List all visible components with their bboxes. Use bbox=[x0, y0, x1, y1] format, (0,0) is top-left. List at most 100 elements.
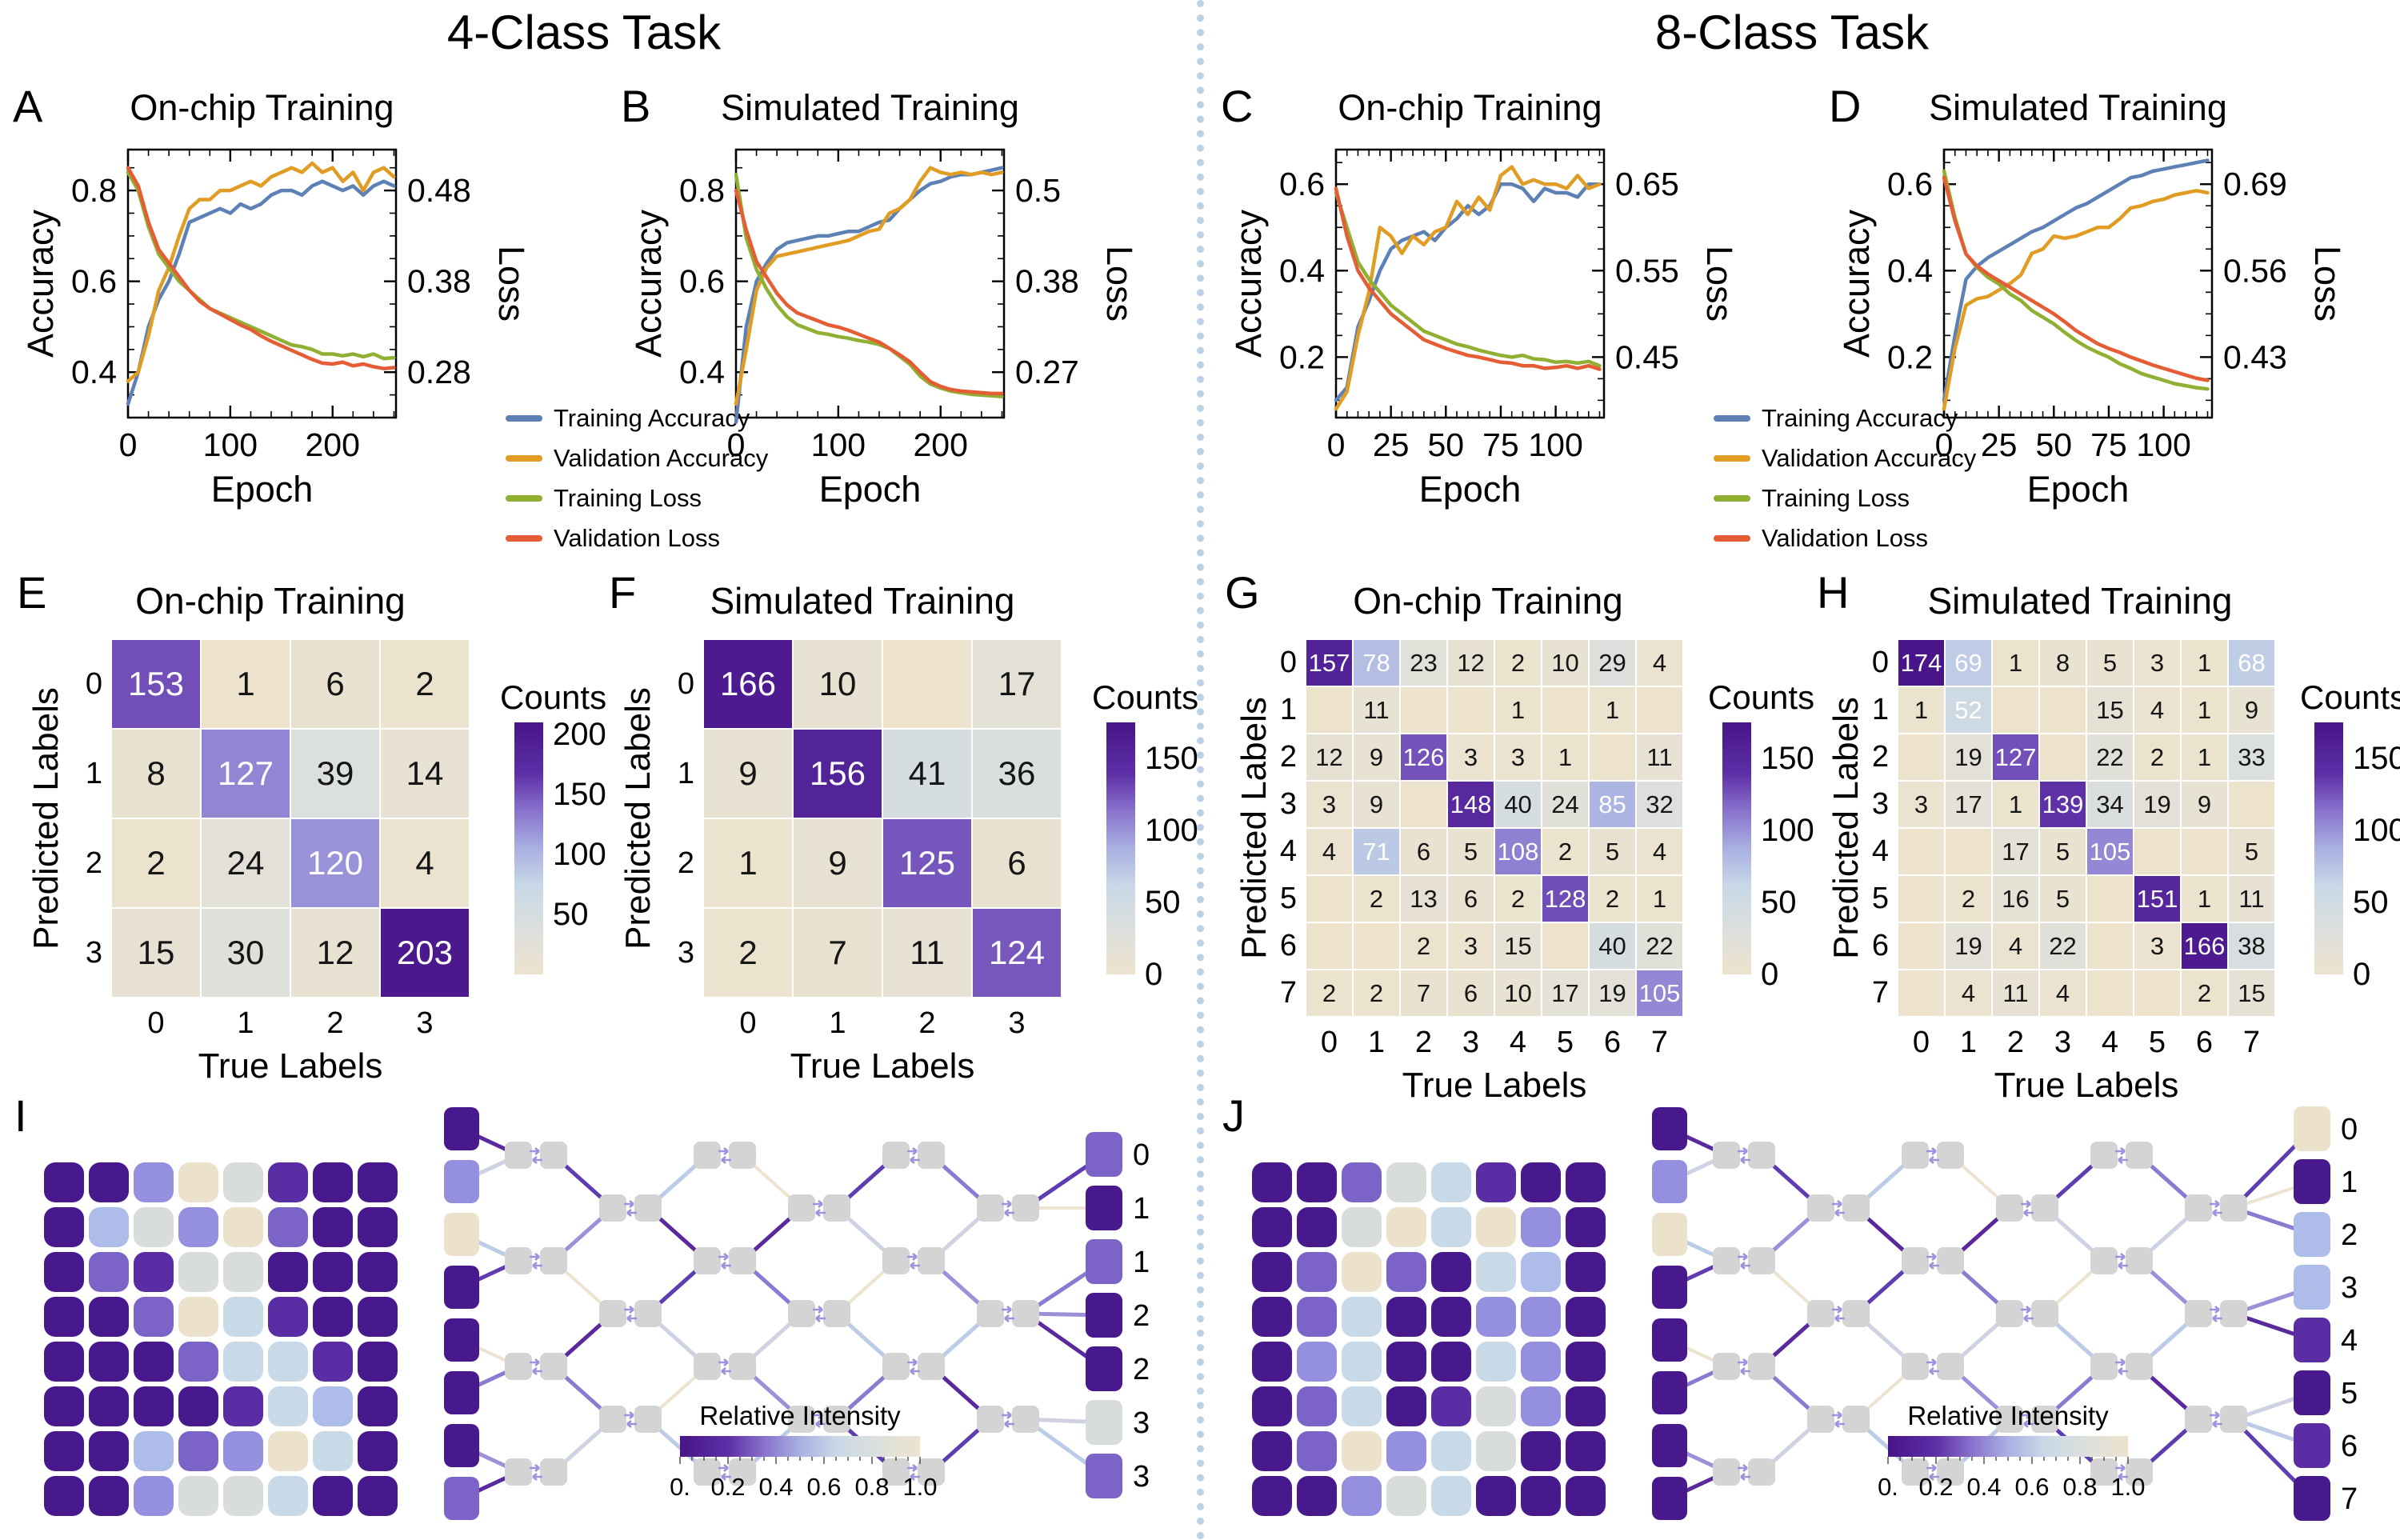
col-label: 1 bbox=[829, 1006, 846, 1040]
pixel-cell bbox=[268, 1207, 308, 1247]
row-label: 6 bbox=[1279, 929, 1297, 962]
confusion-matrix-G: G On-chip Training Predicted Labels 157 78 23… bbox=[1220, 566, 1814, 1105]
matrix-cell: 2 bbox=[1495, 876, 1541, 922]
matrix-cell bbox=[2134, 829, 2180, 874]
arrow-left-icon bbox=[2023, 1314, 2034, 1323]
legend-line-swatch bbox=[1714, 535, 1750, 542]
coupler-node bbox=[2031, 1300, 2058, 1327]
legend-label: Training Loss bbox=[1762, 484, 1910, 512]
output-node bbox=[1086, 1186, 1122, 1230]
arrow-left-icon bbox=[626, 1314, 637, 1323]
row-label: 7 bbox=[1279, 976, 1297, 1010]
matrix-cell: 5 bbox=[2040, 876, 2086, 922]
matrix-cell: 5 bbox=[1448, 829, 1494, 874]
arrow-left-icon bbox=[721, 1472, 731, 1482]
series-validation-loss bbox=[1334, 186, 1602, 371]
coupler-node bbox=[540, 1247, 567, 1274]
arrow-left-icon bbox=[910, 1366, 920, 1376]
x-tick-label: 100 bbox=[2136, 426, 2190, 463]
left-tick-label: 0.6 bbox=[1279, 166, 1325, 202]
matrix-cell: 6 bbox=[291, 640, 379, 728]
colorbar-tick-label: 100 bbox=[553, 837, 606, 872]
arrow-right-icon bbox=[1926, 1358, 1937, 1367]
col-label: 4 bbox=[2101, 1026, 2119, 1059]
coupler-node bbox=[2090, 1353, 2118, 1380]
left-axis-label: Accuracy bbox=[1836, 209, 1877, 358]
pixel-cell bbox=[134, 1207, 174, 1247]
arrow-right-icon bbox=[907, 1358, 918, 1367]
matrix-cell: 1 bbox=[2182, 876, 2227, 922]
x-tick-label: 100 bbox=[811, 426, 866, 463]
x-tick-label: 0 bbox=[1935, 426, 1954, 463]
input-node bbox=[1652, 1477, 1687, 1520]
matrix-cell: 4 bbox=[2134, 687, 2180, 733]
coupler-node bbox=[634, 1194, 662, 1222]
matrix-cell bbox=[1993, 687, 2038, 733]
x-tick-label: 25 bbox=[1373, 426, 1410, 463]
chart-title: Simulated Training bbox=[721, 87, 1019, 128]
matrix-cell: 10 bbox=[794, 640, 882, 728]
pixel-cell bbox=[313, 1207, 353, 1247]
matrix-cell: 2 bbox=[1946, 876, 1991, 922]
pixel-cell bbox=[1476, 1476, 1516, 1516]
pixel-cell bbox=[1521, 1431, 1561, 1471]
intensity-tick-label: 1.0 bbox=[902, 1473, 937, 1501]
coupler-node bbox=[788, 1194, 815, 1222]
input-node bbox=[444, 1266, 479, 1309]
pixel-cell bbox=[1566, 1207, 1606, 1247]
left-tick-label: 0.2 bbox=[1887, 338, 1933, 375]
pixel-cell bbox=[313, 1386, 353, 1426]
arrow-left-icon bbox=[2212, 1314, 2222, 1323]
colorbar-tick-label: 0 bbox=[2353, 957, 2371, 992]
arrow-left-icon bbox=[1834, 1314, 1845, 1323]
colorbar-tick-label: 50 bbox=[1761, 885, 1797, 920]
arrow-right-icon bbox=[2115, 1358, 2126, 1367]
pixel-cell bbox=[178, 1162, 218, 1202]
matrix-cell: 156 bbox=[794, 730, 882, 818]
pixel-cell bbox=[1252, 1342, 1292, 1382]
arrow-right-icon bbox=[1926, 1463, 1937, 1473]
arrow-right-icon bbox=[718, 1146, 729, 1156]
matrix-cell bbox=[2087, 876, 2133, 922]
pixel-cell bbox=[44, 1162, 84, 1202]
coupler-node bbox=[1937, 1142, 1964, 1169]
arrow-left-icon bbox=[2118, 1155, 2128, 1165]
coupler-node bbox=[1937, 1247, 1964, 1274]
matrix-cell: 71 bbox=[1354, 829, 1399, 874]
pixel-cell bbox=[358, 1252, 398, 1292]
pixel-cell bbox=[1431, 1162, 1471, 1202]
input-pixel-grid bbox=[1252, 1162, 1606, 1516]
right-tick-label: 0.45 bbox=[1615, 338, 1679, 375]
row-label: 2 bbox=[85, 846, 102, 880]
legend-item: Validation Loss bbox=[506, 518, 768, 558]
matrix-cell bbox=[1898, 876, 1944, 922]
col-label: 1 bbox=[237, 1006, 254, 1040]
matrix-cell: 1 bbox=[1898, 687, 1944, 733]
matrix-cell: 1 bbox=[704, 819, 792, 907]
col-label: 3 bbox=[1008, 1006, 1026, 1040]
matrix-cell: 5 bbox=[1590, 829, 1635, 874]
pixel-cell bbox=[1386, 1162, 1426, 1202]
pixel-cell bbox=[1386, 1342, 1426, 1382]
coupler-node bbox=[788, 1300, 815, 1327]
arrow-left-icon bbox=[2118, 1366, 2128, 1376]
matrix-cell: 4 bbox=[381, 819, 469, 907]
legend-item: Training Accuracy bbox=[506, 398, 768, 438]
matrix-cell: 11 bbox=[2229, 876, 2274, 922]
pixel-cell bbox=[1252, 1297, 1292, 1337]
matrix-cell bbox=[1898, 734, 1944, 780]
legend-label: Validation Loss bbox=[554, 524, 720, 552]
pixel-cell bbox=[1521, 1342, 1561, 1382]
pixel-cell bbox=[358, 1297, 398, 1337]
row-label: 3 bbox=[1279, 787, 1297, 821]
pixel-cell bbox=[1476, 1431, 1516, 1471]
x-tick-label: 75 bbox=[2090, 426, 2127, 463]
matrix-cell: 151 bbox=[2134, 876, 2180, 922]
output-node bbox=[2294, 1318, 2330, 1362]
col-label: 3 bbox=[1462, 1026, 1480, 1059]
matrix-title: Simulated Training bbox=[710, 580, 1015, 622]
output-node bbox=[1086, 1132, 1122, 1177]
arrow-right-icon bbox=[1738, 1463, 1748, 1473]
coupler-node bbox=[1902, 1247, 1929, 1274]
legend-line-swatch bbox=[506, 535, 542, 542]
